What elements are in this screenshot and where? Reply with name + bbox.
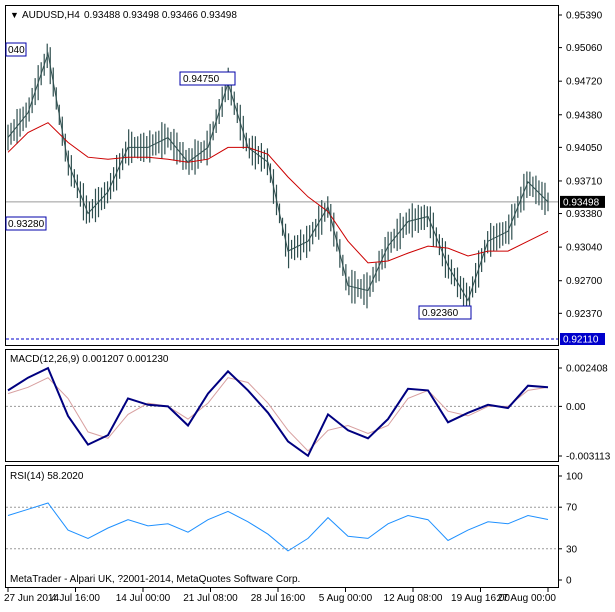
rsi-tick-label: 0: [566, 576, 572, 587]
time-tick-label: 12 Aug 08:00: [384, 593, 443, 604]
price-tick-label: 0.95060: [566, 43, 603, 54]
annotation-high-left: 040: [5, 42, 27, 57]
macd-tick-label: 0.002408: [566, 364, 608, 375]
rsi-title: RSI(14) 58.2020: [10, 471, 84, 482]
macd-title: MACD(12,26,9) 0.001207 0.001230: [10, 354, 169, 365]
macd-signal-line: [7, 377, 549, 452]
ohlc-readout: 0.93488 0.93498 0.93466 0.93498: [84, 10, 237, 21]
price-tick-label: 0.95390: [566, 11, 603, 22]
price-axis: 0.95390 0.95060 0.94720 0.94380 0.94050 0.937…: [558, 11, 603, 320]
price-tick-label: 0.94380: [566, 110, 603, 121]
macd-panel[interactable]: [5, 349, 559, 462]
time-tick-label: 4 Jul 16:00: [51, 593, 100, 604]
level-line-badge: 0.92110: [560, 333, 605, 346]
price-close-line: [7, 51, 549, 302]
rsi-level-lines: [6, 506, 558, 550]
rsi-line: [7, 502, 549, 552]
annotation-low-left: 0.93280: [5, 216, 47, 231]
macd-tick-label: -0.003113: [566, 452, 611, 463]
macd-axis: 0.002408 0.00 -0.003113: [558, 364, 611, 463]
price-tick-label: 0.94050: [566, 143, 603, 154]
price-tick-label: 0.93380: [566, 209, 603, 220]
annotation-label: 040: [8, 45, 25, 56]
current-price-badge: 0.93498: [560, 195, 605, 208]
rsi-tick-label: 100: [566, 472, 583, 483]
price-tick-label: 0.93710: [566, 176, 603, 187]
annotation-label: 0.92360: [422, 308, 459, 319]
current-price-value: 0.93498: [563, 197, 600, 208]
level-line-value: 0.92110: [563, 335, 599, 346]
macd-tick-label: 0.00: [566, 402, 586, 413]
copyright-text: MetaTrader - Alpari UK, ?2001-2014, Meta…: [10, 574, 300, 585]
annotation-high: 0.94750: [179, 71, 236, 86]
price-tick-label: 0.92370: [566, 309, 603, 320]
time-tick-label: 28 Jul 16:00: [251, 593, 306, 604]
price-tick-label: 0.94720: [566, 77, 603, 88]
chart-menu-icon[interactable]: ▼: [10, 10, 19, 20]
price-tick-label: 0.92700: [566, 276, 603, 287]
rsi-tick-label: 70: [566, 503, 578, 514]
time-tick-label: 27 Jun 2014: [4, 593, 59, 604]
moving-average-line: [7, 122, 549, 264]
annotation-low: 0.92360: [418, 305, 472, 320]
annotation-label: 0.94750: [183, 74, 220, 85]
price-panel[interactable]: [5, 5, 559, 346]
macd-main-line: [7, 366, 549, 458]
time-tick-label: 14 Jul 00:00: [116, 593, 171, 604]
time-tick-label: 27 Aug 00:00: [497, 593, 556, 604]
symbol-label: AUDUSD,H4: [22, 10, 80, 21]
time-tick-label: 19 Aug 16:00: [451, 593, 510, 604]
rsi-axis: 100 70 30 0: [558, 472, 583, 587]
rsi-panel[interactable]: [5, 465, 559, 588]
annotation-label: 0.93280: [8, 219, 45, 230]
time-tick-label: 21 Jul 08:00: [183, 593, 238, 604]
time-tick-label: 5 Aug 00:00: [319, 593, 373, 604]
price-tick-label: 0.93040: [566, 243, 603, 254]
rsi-tick-label: 30: [566, 544, 578, 555]
